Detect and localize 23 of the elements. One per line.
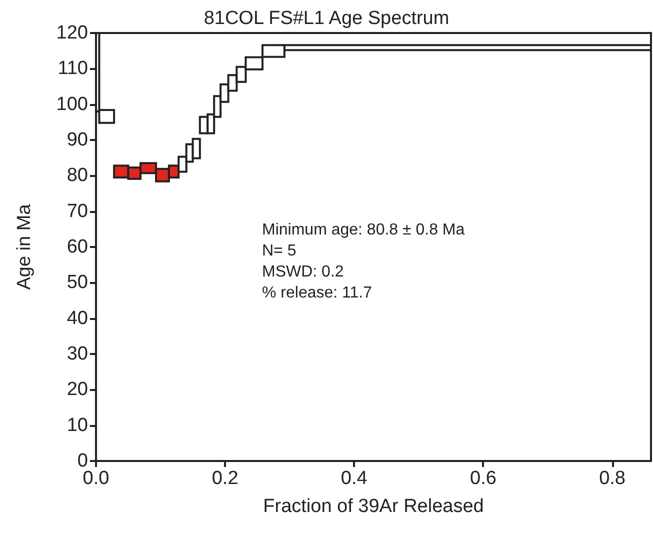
chart-title: 81COL FS#L1 Age Spectrum [204,8,450,29]
y-tick-label: 90 [66,130,88,150]
y-tick-label: 70 [66,200,88,222]
y-tick-label: 100 [56,94,88,115]
x-tick-label: 0.2 [212,468,238,489]
x-axis-title: Fraction of 39Ar Released [263,496,484,517]
annotation: % release: 11.7 [262,284,372,302]
y-tick-label: 30 [66,344,88,364]
y-tick-label: 120 [56,22,88,44]
annotation: Minimum age: 80.8 ± 0.8 Ma [262,222,465,238]
y-tick-label: 20 [66,379,88,400]
x-tick-label: 0.4 [340,468,368,489]
y-tick-label: 50 [66,272,88,294]
y-tick-label: 10 [66,414,88,436]
y-tick-label: 60 [66,236,88,258]
x-tick-label: 0.6 [470,468,496,489]
annotation: N= 5 [262,242,296,260]
y-tick-label: 40 [66,308,88,329]
x-tick-label: 0.8 [599,468,626,489]
y-tick-label: 110 [58,58,88,80]
y-tick-label: 80 [66,165,88,186]
annotation: MSWD: 0.2 [262,264,344,280]
y-axis-title: Age in Ma [14,204,35,290]
